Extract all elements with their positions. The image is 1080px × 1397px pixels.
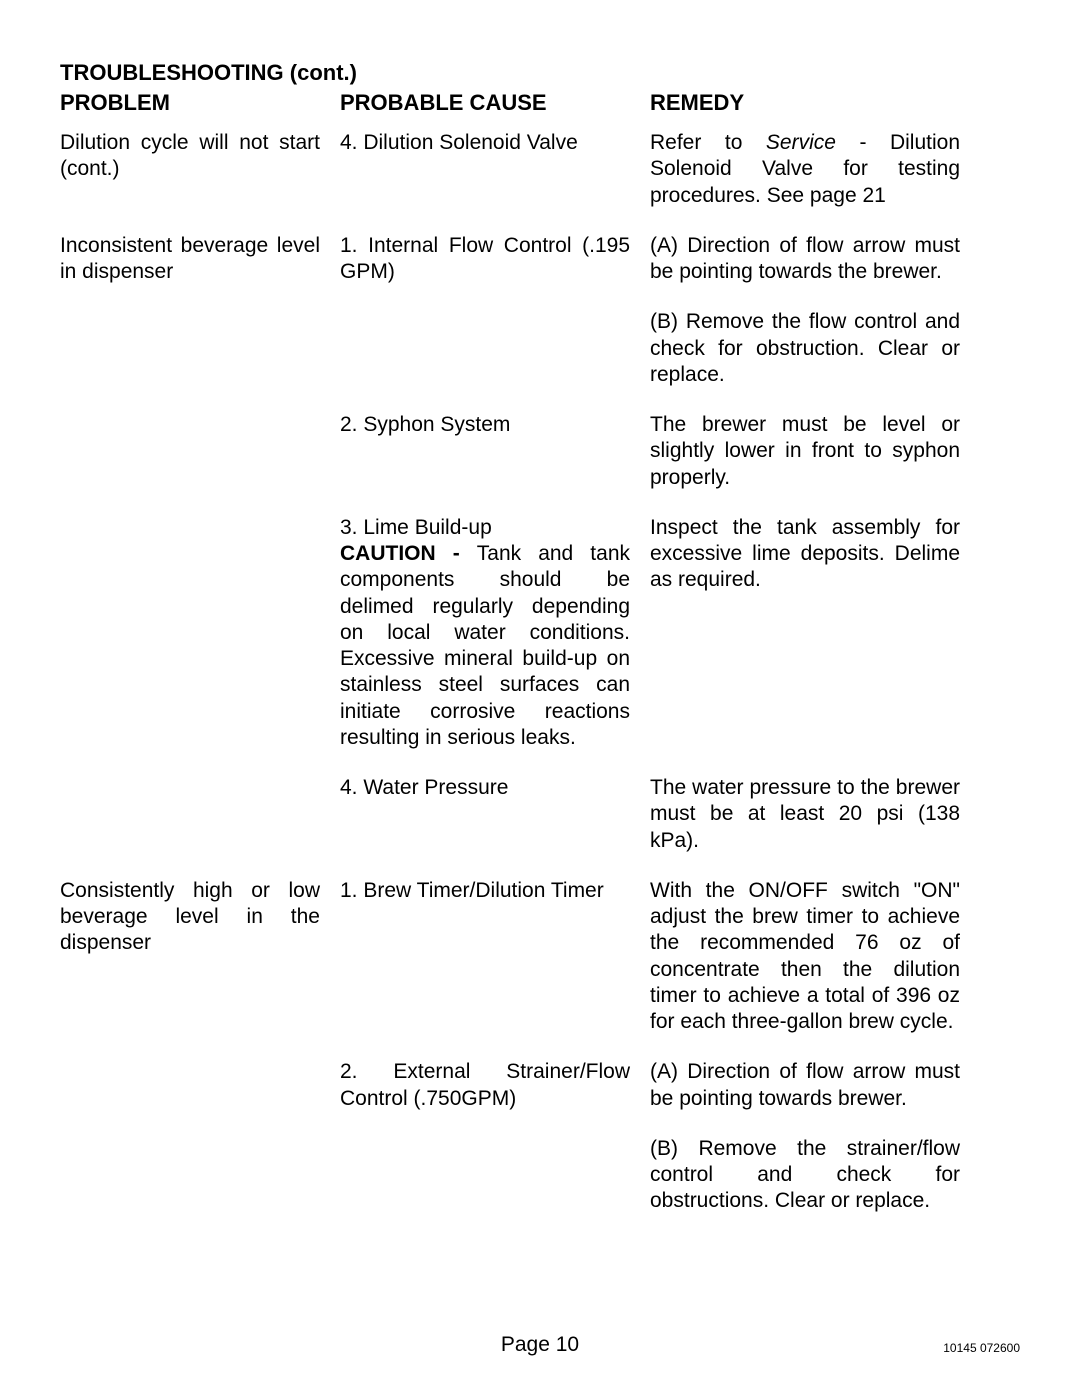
remedy-cell: Inspect the tank assembly for excessive … (650, 515, 960, 751)
problem-cell (60, 515, 340, 751)
problem-cell: Consistently high or low beverage level … (60, 878, 340, 1036)
document-id: 10145 072600 (943, 1341, 1020, 1355)
table-row: 2. External Strainer/Flow Control (.750G… (60, 1059, 1020, 1112)
remedy-text-italic: Service (766, 131, 836, 154)
section-title: TROUBLESHOOTING (cont.) (60, 60, 1020, 86)
problem-cell (60, 1059, 340, 1112)
remedy-cell: (B) Remove the strainer/flow control and… (650, 1136, 960, 1215)
header-remedy: REMEDY (650, 90, 960, 116)
remedy-cell: (B) Remove the flow control and check fo… (650, 309, 960, 388)
table-row: Inconsistent beverage level in dispenser… (60, 233, 1020, 286)
cause-cell (340, 1136, 650, 1215)
problem-cell (60, 309, 340, 388)
table-row: Consistently high or low beverage level … (60, 878, 1020, 1036)
cause-caution-text: Tank and tank components should be delim… (340, 542, 630, 749)
remedy-cell: Refer to Service - Dilution Solenoid Val… (650, 130, 960, 209)
table-row: 2. Syphon System The brewer must be leve… (60, 412, 1020, 491)
cause-cell: 3. Lime Build-up CAUTION - Tank and tank… (340, 515, 650, 751)
page: TROUBLESHOOTING (cont.) PROBLEM PROBABLE… (0, 0, 1080, 1397)
problem-cell: Inconsistent beverage level in dispenser (60, 233, 340, 286)
cause-cell: 4. Water Pressure (340, 775, 650, 854)
remedy-cell: With the ON/OFF switch "ON" adjust the b… (650, 878, 960, 1036)
header-cause: PROBABLE CAUSE (340, 90, 650, 116)
problem-cell (60, 1136, 340, 1215)
remedy-cell: The water pressure to the brewer must be… (650, 775, 960, 854)
cause-cell: 4. Dilution Solenoid Valve (340, 130, 650, 209)
cause-cell: 1. Internal Flow Control (.195 GPM) (340, 233, 650, 286)
remedy-cell: (A) Direction of flow arrow must be poin… (650, 1059, 960, 1112)
problem-cell (60, 775, 340, 854)
problem-cell (60, 412, 340, 491)
cause-caution-label: CAUTION - (340, 542, 477, 565)
cause-cell: 2. Syphon System (340, 412, 650, 491)
table-row: (B) Remove the strainer/flow control and… (60, 1136, 1020, 1215)
table-row: 4. Water Pressure The water pressure to … (60, 775, 1020, 854)
table-row: (B) Remove the flow control and check fo… (60, 309, 1020, 388)
column-headers: PROBLEM PROBABLE CAUSE REMEDY (60, 90, 1020, 116)
remedy-cell: (A) Direction of flow arrow must be poin… (650, 233, 960, 286)
table-row: Dilution cycle will not start (cont.) 4.… (60, 130, 1020, 209)
remedy-cell: The brewer must be level or slightly low… (650, 412, 960, 491)
cause-cell (340, 309, 650, 388)
cause-cell: 1. Brew Timer/Dilution Timer (340, 878, 650, 1036)
remedy-text-prefix: Refer to (650, 131, 766, 154)
problem-cell: Dilution cycle will not start (cont.) (60, 130, 340, 209)
cause-caution: CAUTION - Tank and tank components shoul… (340, 541, 630, 751)
page-number: Page 10 (60, 1333, 1020, 1357)
cause-cell: 2. External Strainer/Flow Control (.750G… (340, 1059, 650, 1112)
footer: Page 10 10145 072600 (0, 1333, 1080, 1357)
table-row: 3. Lime Build-up CAUTION - Tank and tank… (60, 515, 1020, 751)
cause-line1: 3. Lime Build-up (340, 515, 630, 541)
header-problem: PROBLEM (60, 90, 340, 116)
